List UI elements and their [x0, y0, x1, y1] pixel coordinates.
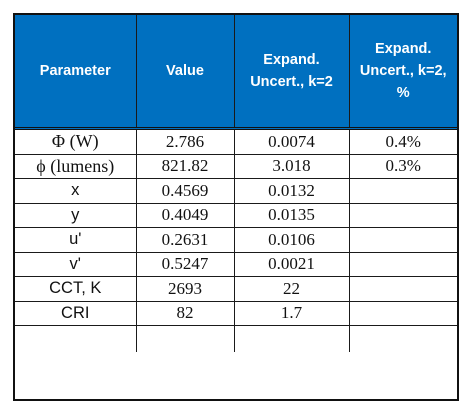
- cell-parameter: CCT, K: [15, 276, 137, 302]
- cell-value: 82: [135, 300, 235, 326]
- cell-value: 0.5247: [135, 251, 235, 277]
- cell-uncertainty: 0.0021: [233, 251, 350, 277]
- cell-value: 2.786: [135, 128, 235, 155]
- table-row: CRI 82 1.7: [15, 300, 457, 326]
- table-row: x 0.4569 0.0132: [15, 178, 457, 204]
- cell-uncertainty-percent: [348, 251, 457, 277]
- cell-parameter: y: [15, 202, 137, 228]
- cell-uncertainty-percent: [348, 178, 457, 204]
- uncertainty-table: Parameter Value Expand. Uncert., k=2 Exp…: [15, 15, 457, 352]
- table-row: CCT, K 2693 22: [15, 276, 457, 302]
- header-expanded-uncertainty-percent-text: Expand. Uncert., k=2, %: [359, 41, 447, 101]
- header-expanded-uncertainty: Expand. Uncert., k=2: [233, 15, 350, 129]
- header-value: Value: [135, 15, 235, 129]
- cell-uncertainty: 0.0135: [233, 202, 350, 228]
- cell-parameter: Φ (W): [15, 128, 137, 155]
- uncertainty-table-container: Parameter Value Expand. Uncert., k=2 Exp…: [13, 13, 459, 401]
- table-row: Φ (W) 2.786 0.0074 0.4%: [15, 128, 457, 155]
- cell-uncertainty: 1.7: [233, 300, 350, 326]
- header-row: Parameter Value Expand. Uncert., k=2 Exp…: [15, 15, 457, 129]
- cell-uncertainty: 0.0132: [233, 178, 350, 204]
- empty-cell: [348, 325, 457, 352]
- table-row: ϕ (lumens) 821.82 3.018 0.3%: [15, 153, 457, 179]
- cell-parameter: u': [15, 227, 137, 253]
- cell-uncertainty-percent: [348, 276, 457, 302]
- cell-parameter: CRI: [15, 300, 137, 326]
- cell-value: 0.4049: [135, 202, 235, 228]
- cell-value: 0.2631: [135, 227, 235, 253]
- cell-parameter: v': [15, 251, 137, 277]
- header-expanded-uncertainty-percent: Expand. Uncert., k=2, %: [348, 15, 457, 129]
- cell-parameter: ϕ (lumens): [15, 153, 137, 179]
- cell-uncertainty: 0.0074: [233, 128, 350, 155]
- cell-uncertainty: 22: [233, 276, 350, 302]
- cell-uncertainty-percent: 0.3%: [348, 153, 457, 179]
- cell-value: 821.82: [135, 153, 235, 179]
- cell-uncertainty-percent: [348, 202, 457, 228]
- table-row: y 0.4049 0.0135: [15, 202, 457, 228]
- table-row: u' 0.2631 0.0106: [15, 227, 457, 253]
- cell-uncertainty-percent: [348, 300, 457, 326]
- empty-cell: [15, 325, 137, 352]
- cell-parameter: x: [15, 178, 137, 204]
- cell-uncertainty-percent: 0.4%: [348, 128, 457, 155]
- empty-cell: [233, 325, 350, 352]
- cell-uncertainty: 3.018: [233, 153, 350, 179]
- cell-value: 2693: [135, 276, 235, 302]
- header-expanded-uncertainty-text: Expand. Uncert., k=2: [250, 52, 333, 90]
- empty-row: [15, 325, 457, 352]
- cell-value: 0.4569: [135, 178, 235, 204]
- empty-cell: [135, 325, 235, 352]
- header-parameter: Parameter: [15, 15, 137, 129]
- table-row: v' 0.5247 0.0021: [15, 251, 457, 277]
- cell-uncertainty-percent: [348, 227, 457, 253]
- cell-uncertainty: 0.0106: [233, 227, 350, 253]
